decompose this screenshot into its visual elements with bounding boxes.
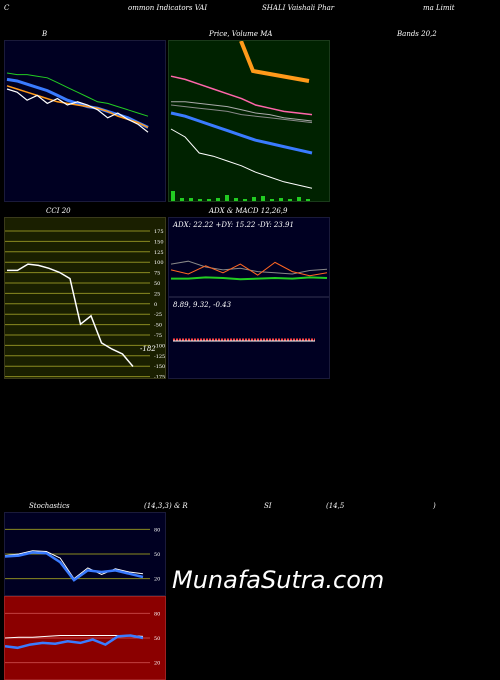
- volume-bar: [297, 197, 301, 201]
- volume-bar: [180, 198, 184, 201]
- volume-bar: [171, 191, 175, 201]
- macd-values: 8.89, 9.32, -0.43: [173, 301, 232, 309]
- volume-bar: [234, 198, 238, 201]
- stoch-label-3: SI: [264, 502, 272, 510]
- macd-chart: [173, 338, 315, 342]
- stoch-grid-label: 50: [154, 552, 160, 558]
- header-title-1: C: [4, 4, 10, 12]
- cci-tick-label: 75: [154, 271, 160, 277]
- cci-tick-label: 50: [154, 281, 160, 287]
- volume-bar: [252, 197, 256, 201]
- adx-macd-label: ADX & MACD 12,26,9: [209, 207, 288, 215]
- cci-tick-label: -125: [154, 354, 165, 360]
- bollinger-label: B: [42, 30, 48, 38]
- volume-bar: [207, 199, 211, 201]
- stoch-label-2: (14,3,3) & R: [144, 502, 188, 510]
- adx-panel: ADX: 22.22 +DY: 15.22 -DY: 23.91: [168, 217, 330, 297]
- cci-tick-label: 175: [154, 229, 164, 235]
- bollinger-chart: [6, 72, 149, 133]
- watermark: MunafaSutra.com: [172, 566, 385, 594]
- cci-tick-label: 150: [154, 239, 164, 245]
- stochastics-chart: 80 50 20: [5, 527, 160, 583]
- adx-values: ADX: 22.22 +DY: 15.22 -DY: 23.91: [173, 221, 294, 229]
- volume-bar: [261, 196, 265, 201]
- header-title-2: ommon Indicators VAI: [128, 4, 208, 12]
- price-chart: [170, 41, 313, 201]
- rsi-grid-label: 80: [154, 611, 160, 617]
- cci-tick-label: 100: [154, 260, 164, 266]
- volume-bar: [306, 199, 310, 201]
- macd-panel: 8.89, 9.32, -0.43: [168, 297, 330, 379]
- header-title-4: ma Limit: [423, 4, 455, 12]
- cci-chart: 175 150 125 100 75 50 25 0 -25 -50 -75 -100 -125 -150…: [5, 229, 165, 378]
- volume-bar: [225, 195, 229, 201]
- cci-tick-label: -150: [154, 364, 165, 370]
- stoch-grid-label: 20: [154, 577, 160, 583]
- cci-last-label: -182: [140, 345, 156, 353]
- stochastics-panel: 80 50 20: [4, 512, 166, 596]
- cci-tick-label: 25: [154, 291, 160, 297]
- rsi-chart: 80 50 20: [5, 611, 160, 667]
- header-title-3: SHALI Vaishali Phar: [262, 4, 335, 12]
- volume-bar: [216, 198, 220, 201]
- cci-label: CCI 20: [46, 207, 71, 215]
- volume-bar: [243, 199, 247, 201]
- cci-tick-label: -100: [154, 343, 165, 349]
- price-volume-label: Price, Volume MA: [209, 30, 273, 38]
- volume-bar: [288, 199, 292, 201]
- stoch-label-1: Stochastics: [29, 502, 70, 510]
- stoch-grid-label: 80: [154, 527, 160, 533]
- volume-bar: [279, 198, 283, 201]
- adx-chart: [170, 260, 328, 281]
- cci-tick-label: -50: [154, 323, 162, 329]
- rsi-grid-label: 20: [154, 661, 160, 667]
- rsi-grid-label: 50: [154, 636, 160, 642]
- cci-tick-label: 0: [154, 302, 157, 308]
- cci-tick-label: 125: [154, 250, 164, 256]
- cci-tick-label: -175: [154, 375, 165, 378]
- cci-tick-label: -25: [154, 312, 162, 318]
- rsi-panel: 80 50 20: [4, 596, 166, 680]
- bollinger-panel: [4, 40, 166, 202]
- stoch-label-4: (14,5: [326, 502, 345, 510]
- volume-bar: [270, 199, 274, 201]
- stoch-label-5: ): [433, 502, 436, 510]
- price-panel: [168, 40, 330, 202]
- volume-bar: [189, 198, 193, 201]
- volume-bar: [198, 199, 202, 201]
- cci-tick-label: -75: [154, 333, 162, 339]
- cci-panel: 175 150 125 100 75 50 25 0 -25 -50 -75 -100 -125 -150…: [4, 217, 166, 379]
- bands-label: Bands 20,2: [397, 30, 437, 38]
